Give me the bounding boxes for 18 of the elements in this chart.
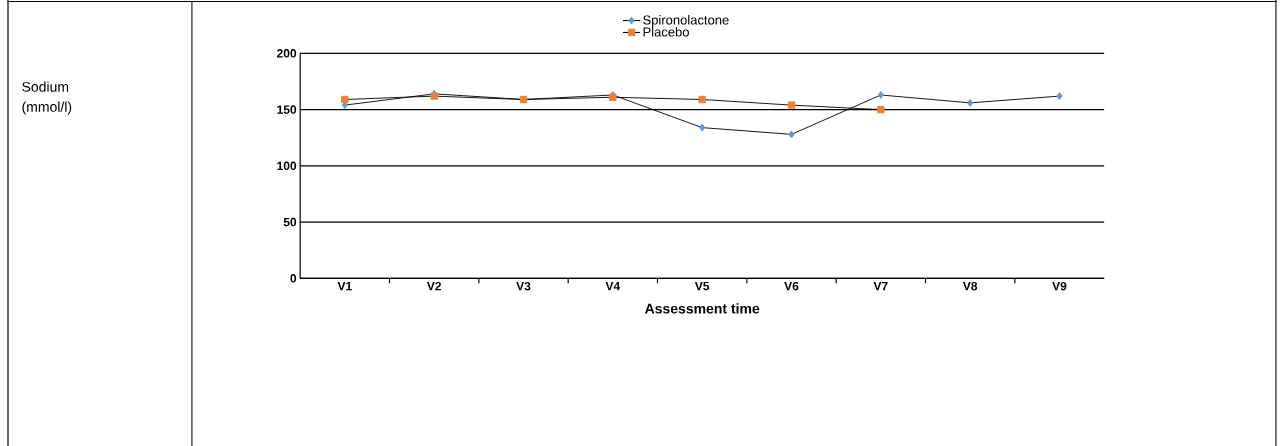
y-tick-label: 50 [283,217,297,227]
x-tick-label: V1 [337,281,352,291]
x-tick-label: V7 [873,281,888,291]
x-tick-label: V3 [516,281,531,291]
legend-label: Spironolactone [643,15,729,28]
x-tick-label: V8 [962,281,978,291]
y-tick-label: 200 [277,49,297,58]
x-tick-label: V4 [605,281,621,291]
legend-label: Placebo [643,26,689,37]
y-tick-label: 0 [290,274,297,283]
y-tick-label: 150 [277,105,297,114]
x-tick-label: V2 [426,281,442,291]
x-tick-label: V5 [694,281,710,291]
x-tick-label: V9 [1052,281,1067,291]
x-tick-label: V6 [784,281,799,291]
x-axis-title: Assessment time [644,303,760,314]
y-tick-label: 100 [277,161,297,171]
text: Sodium (mmol/l) [22,81,72,115]
